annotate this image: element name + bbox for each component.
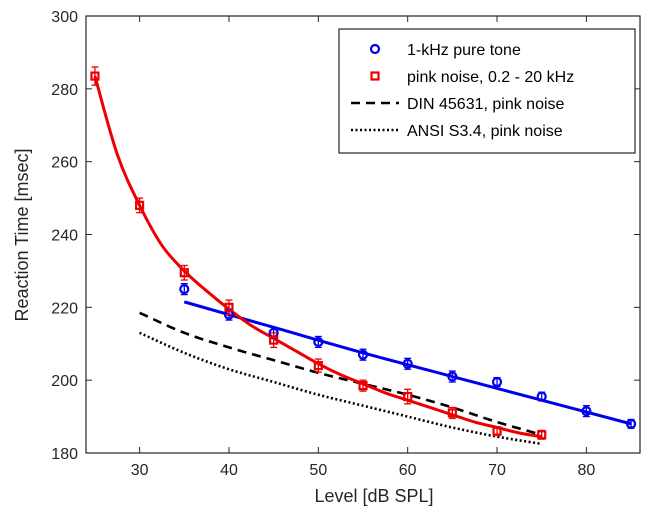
series-layer: [90, 66, 637, 446]
y-tick-label: 220: [51, 300, 78, 317]
data-point-square: [90, 71, 100, 81]
y-tick-label: 300: [51, 9, 78, 26]
data-point-square: [224, 302, 234, 312]
data-point-circle: [491, 376, 503, 388]
data-point-square: [537, 430, 547, 440]
legend-entry-label: 1-kHz pure tone: [407, 42, 521, 59]
axes-ticks: 30 40 50 60 70 80 180 200 220 240 260 280 300: [51, 9, 640, 479]
data-point-circle: [402, 358, 413, 369]
data-point-circle: [581, 406, 592, 417]
y-tick-label: 240: [51, 228, 78, 245]
y-tick-label: 180: [51, 446, 78, 463]
reference-line: [139, 331, 542, 446]
data-point-square: [269, 335, 279, 345]
data-point-circle: [536, 391, 547, 402]
data-point-square: [403, 391, 413, 402]
data-point-square: [135, 200, 145, 210]
data-point-square: [313, 361, 323, 371]
x-tick-label: 80: [577, 462, 595, 479]
legend-box: [338, 28, 636, 154]
legend-entry-label: DIN 45631, pink noise: [407, 96, 565, 113]
x-tick-label: 50: [309, 462, 327, 479]
data-point-circle: [179, 284, 190, 295]
x-tick-label: 40: [220, 462, 238, 479]
y-tick-label: 200: [51, 373, 78, 390]
reference-line: [139, 311, 543, 437]
x-axis-label: Level [dB SPL]: [314, 486, 433, 506]
y-tick-label: 260: [51, 155, 78, 172]
data-point-circle: [625, 418, 637, 429]
x-tick-label: 60: [399, 462, 417, 479]
legend-entry-label: pink noise, 0.2 - 20 kHz: [407, 69, 574, 86]
x-tick-label: 70: [488, 462, 506, 479]
legend-marker-circle: [369, 43, 381, 55]
data-point-circle: [447, 371, 458, 382]
data-point-square: [358, 381, 368, 391]
data-point-circle: [313, 336, 324, 348]
legend-entry-label: ANSI S3.4, pink noise: [407, 123, 563, 140]
legend: 1-kHz pure tone pink noise, 0.2 - 20 kHz D…: [338, 28, 636, 154]
data-point-square: [179, 268, 189, 278]
data-point-circle: [357, 349, 369, 360]
legend-marker-square: [370, 71, 380, 81]
x-tick-label: 30: [131, 462, 149, 479]
y-axis-label: Reaction Time [msec]: [12, 148, 32, 321]
data-point-square: [492, 426, 502, 436]
y-tick-label: 280: [51, 82, 78, 99]
data-point-square: [447, 408, 457, 418]
